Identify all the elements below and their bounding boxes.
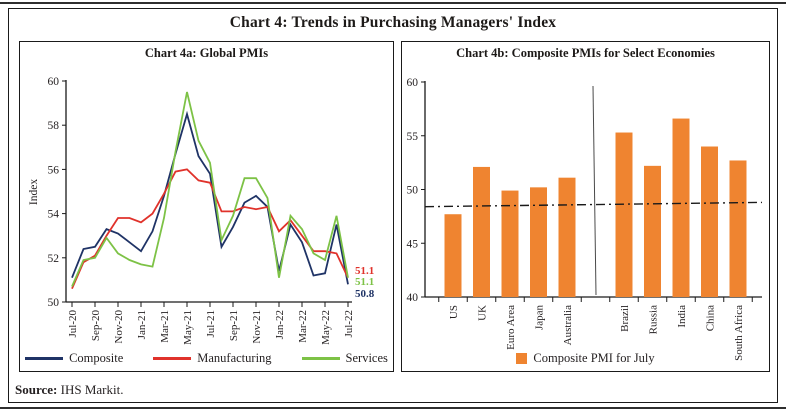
svg-text:South Africa: South Africa: [733, 305, 745, 361]
chart-frame: Chart 4: Trends in Purchasing Managers' …: [8, 8, 778, 403]
figure-title: Chart 4: Trends in Purchasing Managers' …: [229, 14, 557, 31]
legend-label-services: Services: [345, 351, 388, 365]
line-chart-legend: Composite Manufacturing Services: [20, 351, 393, 366]
legend-label-manufacturing: Manufacturing: [197, 351, 272, 365]
svg-text:54: 54: [48, 209, 60, 221]
svg-text:India: India: [676, 305, 688, 328]
svg-text:40: 40: [407, 292, 419, 304]
svg-text:Euro Area: Euro Area: [505, 305, 517, 350]
composite-line-swatch: [25, 357, 64, 360]
svg-text:Brazil: Brazil: [619, 305, 631, 332]
global-pmis-line-chart: 50 52 54 56 58 60 Jul-20 Sep-20 Nov-20 Jan-21 Mar-…: [28, 76, 375, 345]
svg-text:Jul-21: Jul-21: [205, 310, 217, 338]
svg-text:50: 50: [407, 185, 419, 197]
source-note: Source: IHS Markit.: [15, 382, 123, 398]
svg-text:Mar-21: Mar-21: [159, 310, 171, 343]
legend-label-composite: Composite: [69, 351, 124, 365]
top-rule: [0, 2, 786, 4]
svg-text:50.8: 50.8: [355, 288, 375, 300]
svg-text:Australia: Australia: [562, 305, 574, 345]
svg-text:Sep-20: Sep-20: [90, 310, 102, 342]
svg-text:Russia: Russia: [648, 305, 660, 334]
legend-item-services: Services: [301, 351, 388, 366]
svg-text:52: 52: [48, 253, 60, 265]
panel-select-economies: Chart 4b: Composite PMIs for Select Econ…: [401, 41, 770, 372]
bar-chart-legend: Composite PMI for July: [402, 351, 769, 366]
panel-global-pmis: Chart 4a: Global PMIs 50 52 54 56 58 60 Jul-20…: [19, 41, 394, 372]
svg-text:Japan: Japan: [534, 305, 546, 331]
svg-text:Mar-22: Mar-22: [297, 310, 309, 343]
composite-pmis-bar-chart: 40 45 50 55 60 US UK Euro Area Japan Australia Bra…: [407, 77, 763, 361]
svg-text:50: 50: [48, 297, 60, 309]
source-label: Source:: [15, 382, 58, 397]
svg-text:China: China: [705, 305, 717, 331]
svg-text:56: 56: [48, 164, 60, 176]
svg-text:51.1: 51.1: [355, 276, 374, 288]
bar-legend-label: Composite PMI for July: [533, 351, 655, 365]
svg-text:May-22: May-22: [320, 310, 332, 345]
svg-text:45: 45: [407, 238, 419, 250]
legend-item-manufacturing: Manufacturing: [153, 351, 272, 366]
svg-text:Jan-22: Jan-22: [274, 310, 286, 339]
svg-text:May-21: May-21: [182, 310, 194, 345]
source-text: IHS Markit.: [57, 382, 124, 397]
svg-text:Sep-21: Sep-21: [228, 310, 240, 341]
svg-text:Nov-21: Nov-21: [251, 310, 263, 344]
svg-text:Nov-20: Nov-20: [113, 310, 125, 344]
svg-text:US: US: [448, 305, 460, 319]
svg-text:Jan-21: Jan-21: [136, 310, 148, 339]
manufacturing-line-swatch: [153, 357, 192, 360]
svg-text:55: 55: [407, 131, 419, 143]
svg-text:Jul-22: Jul-22: [343, 310, 355, 338]
svg-text:Index: Index: [28, 179, 40, 205]
svg-text:58: 58: [48, 120, 60, 132]
svg-text:Jul-20: Jul-20: [67, 310, 79, 338]
svg-text:51.1: 51.1: [355, 265, 374, 277]
services-line-swatch: [301, 357, 340, 360]
panel-a-title: Chart 4a: Global PMIs: [144, 46, 269, 60]
svg-text:UK: UK: [477, 305, 489, 321]
legend-item-composite: Composite: [25, 351, 123, 366]
panel-b-title: Chart 4b: Composite PMIs for Select Econ…: [456, 46, 715, 60]
svg-text:60: 60: [407, 77, 419, 89]
bottom-rule: [0, 407, 786, 409]
bar-legend-swatch: [516, 353, 528, 364]
svg-text:60: 60: [48, 76, 60, 88]
